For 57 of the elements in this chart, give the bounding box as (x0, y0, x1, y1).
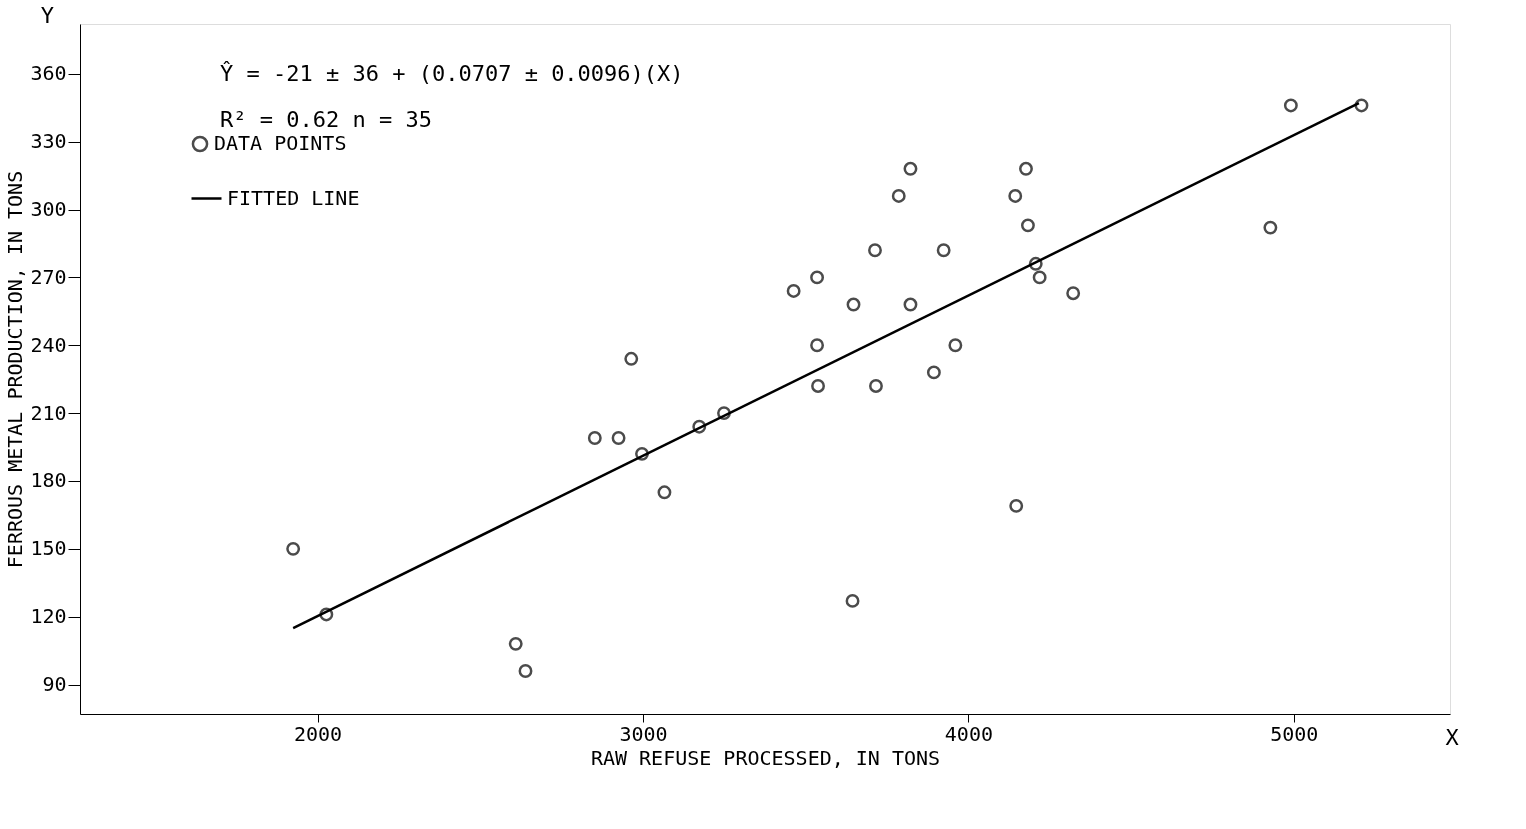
x-axis-title: RAW REFUSE PROCESSED, IN TONS (590, 745, 941, 770)
point (891, 188, 906, 203)
x-tick-label: 3000 (619, 721, 668, 746)
point (1263, 220, 1278, 235)
point (948, 338, 963, 353)
point (611, 431, 626, 445)
text: X (1445, 725, 1460, 750)
point (286, 541, 301, 556)
y-tick-label: 240 (30, 332, 67, 357)
point (518, 664, 533, 678)
point (845, 593, 860, 608)
point (1354, 98, 1369, 113)
point (1019, 161, 1033, 176)
annotation: R² = 0.62 n = 35 (220, 107, 432, 132)
y-tick-label: 180 (30, 468, 67, 493)
point (936, 243, 951, 258)
point (587, 431, 602, 445)
point (635, 446, 649, 461)
point (717, 406, 731, 421)
point (869, 379, 883, 393)
y-tick-label: 210 (30, 400, 67, 425)
point (903, 161, 918, 176)
point (926, 365, 941, 380)
y-tick-label: 150 (30, 536, 67, 561)
legend-label: FITTED LINE (227, 185, 360, 210)
point (508, 636, 523, 651)
y-tick-label: 300 (30, 197, 67, 222)
point (1066, 286, 1081, 301)
point (1032, 270, 1047, 285)
x-tick-label: 2000 (293, 721, 343, 746)
point (1008, 188, 1023, 203)
y-axis-title: FERROUS METAL PRODUCTION, IN TONS (3, 170, 28, 569)
point (1009, 498, 1024, 513)
point (1020, 218, 1035, 233)
point (624, 351, 639, 366)
point (1283, 98, 1298, 113)
annotation: Ŷ = -21 ± 36 + (0.0707 ± 0.0096)(X) (220, 61, 684, 86)
y-tick-label: 330 (30, 129, 67, 154)
point (810, 338, 825, 353)
y-tick-label: 90 (42, 672, 67, 697)
point (903, 297, 918, 312)
point (692, 419, 707, 434)
text: Y (40, 3, 54, 28)
point (657, 485, 672, 500)
point (1028, 256, 1043, 271)
point (868, 243, 882, 258)
point (786, 284, 801, 298)
point (846, 297, 861, 312)
y-tick-label: 120 (30, 604, 67, 629)
y-tick-label: 270 (30, 264, 67, 289)
point (811, 379, 825, 393)
point (810, 270, 825, 285)
x-tick-label: 5000 (1270, 721, 1319, 746)
y-tick-label: 360 (30, 61, 67, 86)
legend-label: DATA POINTS (214, 131, 347, 155)
point (319, 607, 334, 622)
x-tick-label: 4000 (944, 721, 993, 746)
